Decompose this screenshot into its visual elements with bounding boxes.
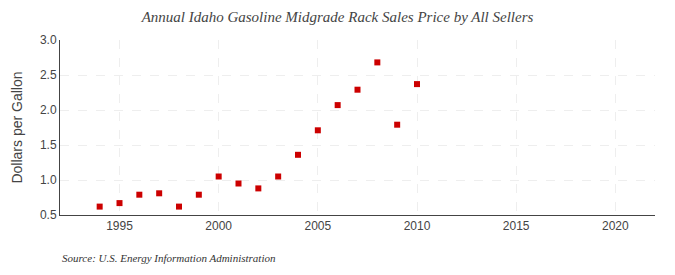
svg-text:1.0: 1.0 xyxy=(40,173,57,187)
svg-text:1.5: 1.5 xyxy=(40,138,57,152)
svg-text:2.5: 2.5 xyxy=(40,68,57,82)
svg-text:2000: 2000 xyxy=(205,219,232,233)
svg-text:2020: 2020 xyxy=(602,219,629,233)
svg-text:0.5: 0.5 xyxy=(40,208,57,222)
svg-text:3.0: 3.0 xyxy=(40,33,57,47)
svg-text:Annual Idaho Gasoline Midgrade: Annual Idaho Gasoline Midgrade Rack Sale… xyxy=(141,9,534,25)
svg-text:1995: 1995 xyxy=(106,219,133,233)
svg-text:Source: U.S. Energy Informatio: Source: U.S. Energy Information Administ… xyxy=(62,252,276,264)
svg-text:2015: 2015 xyxy=(503,219,530,233)
svg-text:2005: 2005 xyxy=(304,219,331,233)
svg-text:2010: 2010 xyxy=(404,219,431,233)
svg-text:Dollars per Gallon: Dollars per Gallon xyxy=(9,71,25,183)
svg-text:2.0: 2.0 xyxy=(40,103,57,117)
